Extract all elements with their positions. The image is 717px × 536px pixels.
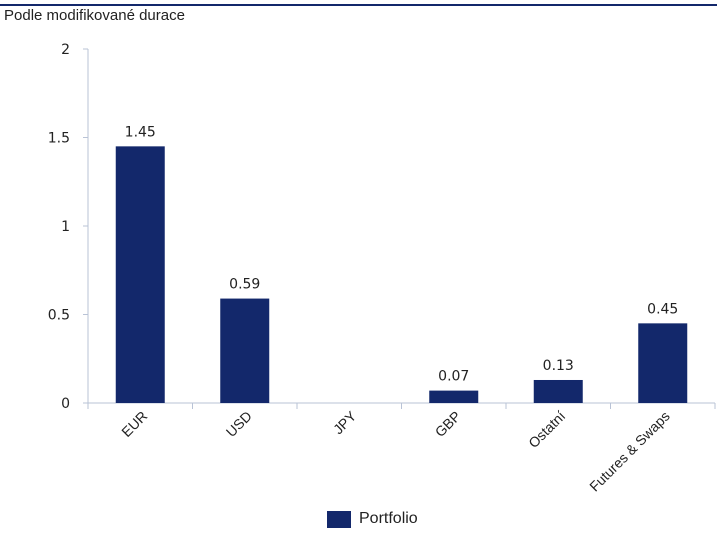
legend-label-portfolio: Portfolio bbox=[359, 510, 418, 527]
y-tick-label: 0.5 bbox=[48, 308, 70, 324]
data-label: 0.45 bbox=[647, 301, 678, 317]
x-tick-label: GBP bbox=[432, 408, 464, 440]
bar-chart: 0 0.5 1 1.5 2 1.45 EUR 0.59 USD JPY 0.07 GBP 0.13 Ost… bbox=[48, 42, 716, 495]
legend-swatch-portfolio bbox=[327, 510, 351, 528]
bar bbox=[638, 323, 688, 403]
x-tick-label: Futures & Swaps bbox=[586, 408, 673, 495]
data-label: 0.07 bbox=[438, 369, 469, 385]
title-rule bbox=[0, 4, 717, 6]
bar bbox=[429, 390, 479, 403]
data-label: 0.59 bbox=[229, 277, 260, 293]
x-tick-label: EUR bbox=[118, 408, 150, 440]
x-tick-label: USD bbox=[223, 408, 255, 440]
bar bbox=[533, 379, 583, 403]
data-label: 0.13 bbox=[543, 358, 574, 374]
bar bbox=[220, 298, 270, 403]
x-tick-label: Ostatní bbox=[525, 408, 568, 451]
legend: Portfolio bbox=[327, 510, 418, 528]
y-tick-label: 1 bbox=[61, 219, 70, 235]
x-tick-label: JPY bbox=[330, 407, 360, 437]
y-tick-label: 0 bbox=[61, 396, 70, 412]
chart-subtitle: Podle modifikované durace bbox=[4, 7, 185, 24]
bar bbox=[115, 146, 165, 403]
y-tick-label: 1.5 bbox=[48, 131, 70, 147]
data-label: 1.45 bbox=[125, 124, 156, 140]
y-tick-label: 2 bbox=[61, 42, 70, 58]
